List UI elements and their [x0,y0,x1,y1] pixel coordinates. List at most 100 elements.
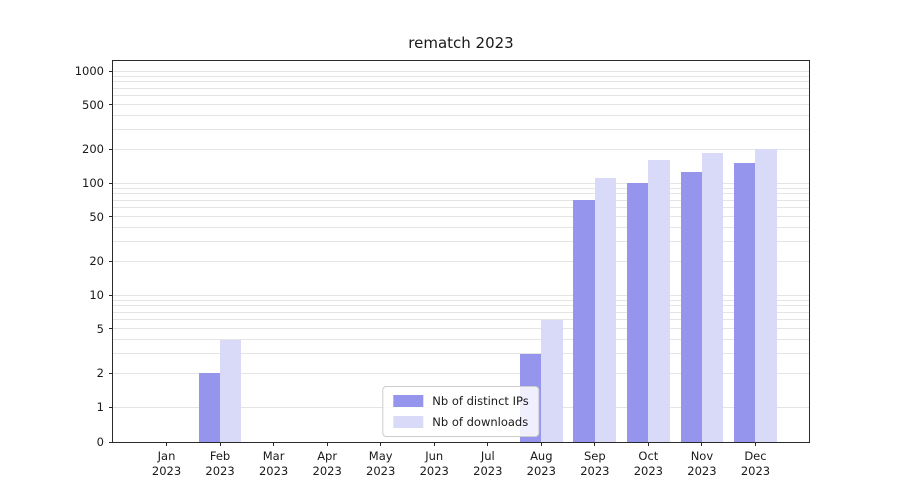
plot-area: Nb of distinct IPs Nb of downloads 0 1 2 5 10… [75,60,810,478]
x-tick-month: Aug [530,449,553,463]
y-tick-label: 200 [82,142,104,157]
gridline [113,87,809,89]
x-tick-mark [273,442,275,446]
x-tick-label: Aug 2023 [506,449,576,479]
gridline [113,353,809,355]
x-tick-month: Mar [262,449,285,463]
x-tick-year: 2023 [258,464,289,478]
legend-entry: Nb of distinct IPs [393,394,529,408]
y-tick-label: 10 [89,288,104,302]
x-tick-year: 2023 [205,464,235,478]
x-tick-month: Dec [744,449,767,463]
x-tick-label: Jun 2023 [399,449,469,479]
gridline [113,319,809,321]
x-tick-month: Jun [425,449,444,463]
gridline [113,148,809,150]
gridline [113,193,809,195]
x-tick-month: Sep [584,449,606,463]
x-tick-mark [219,442,221,446]
y-tick-mark [109,216,113,218]
y-tick-label: 0 [96,435,104,449]
y-tick-label: 100 [82,176,104,190]
y-tick-label: 500 [82,97,104,112]
x-tick-mark [166,442,168,446]
gridline [113,227,809,229]
x-tick-year: 2023 [740,464,771,478]
gridline [113,182,809,184]
x-tick-year: 2023 [633,464,664,478]
legend-entry: Nb of downloads [393,415,528,429]
gridline [113,95,809,97]
x-tick-month: Jul [480,449,495,463]
x-tick-label: Nov 2023 [667,449,737,479]
x-tick-year: 2023 [312,464,342,478]
x-tick-mark [754,442,756,446]
chart-title: rematch 2023 [408,34,514,52]
x-tick-label: Dec 2023 [720,449,790,479]
x-tick-mark [433,442,435,446]
x-tick-month: Feb [209,449,231,463]
gridline [113,129,809,131]
x-tick-year: 2023 [580,464,610,478]
y-tick-mark [109,372,113,374]
y-tick-mark [109,182,113,184]
gridline [113,70,809,72]
x-tick-year: 2023 [366,464,396,478]
bar-nb-of-downloads [701,153,724,442]
gridline [113,372,809,374]
y-tick-label: 5 [96,321,104,336]
gridline [113,260,809,262]
x-tick-label: Sep 2023 [560,449,630,479]
bar-nb-of-distinct-ips [734,163,756,442]
gridline [113,305,809,307]
x-tick-mark [487,442,489,446]
y-tick-label: 2 [96,366,104,381]
gridline [113,115,809,117]
x-tick-label: Feb 2023 [185,449,255,479]
x-tick-label: Mar 2023 [239,449,309,479]
x-tick-label: May 2023 [346,449,416,479]
x-tick-month: Apr [317,449,338,463]
y-tick-mark [109,260,113,262]
legend-swatch [393,416,424,428]
y-tick-mark [109,441,113,443]
gridline [113,299,809,301]
x-tick-mark [380,442,382,446]
gridline [113,216,809,218]
gridline [113,339,809,341]
y-tick-label: 20 [89,254,104,269]
y-tick-mark [109,406,113,408]
bar-nb-of-downloads [648,160,670,442]
bar-nb-of-downloads [594,178,617,442]
gridline [113,241,809,243]
y-tick-mark [109,328,113,330]
x-tick-month: Nov [690,449,714,463]
y-tick-label: 50 [89,209,104,224]
legend-label: Nb of distinct IPs [432,394,529,408]
x-tick-label: Jul 2023 [453,449,523,479]
y-tick-mark [109,104,113,106]
y-tick-mark [109,70,113,72]
y-tick-mark [109,294,113,296]
x-tick-month: May [368,449,393,463]
y-tick-label: 1 [96,400,104,414]
bar-nb-of-distinct-ips [573,200,595,442]
bar-nb-of-downloads [541,319,563,442]
bar-nb-of-distinct-ips [680,172,702,442]
gridline [113,328,809,330]
x-tick-mark [701,442,703,446]
x-tick-year: 2023 [473,464,503,478]
x-tick-label: Jan 2023 [132,449,202,479]
legend: Nb of distinct IPs Nb of downloads [382,386,540,437]
x-tick-year: 2023 [151,464,182,478]
x-tick-year: 2023 [419,464,449,478]
x-tick-mark [540,442,542,446]
bar-nb-of-downloads [755,149,777,442]
x-tick-year: 2023 [526,464,556,478]
bar-nb-of-distinct-ips [626,183,649,442]
legend-swatch [393,395,424,407]
x-tick-mark [326,442,328,446]
gridline [113,81,809,83]
bar-nb-of-downloads [220,339,242,442]
